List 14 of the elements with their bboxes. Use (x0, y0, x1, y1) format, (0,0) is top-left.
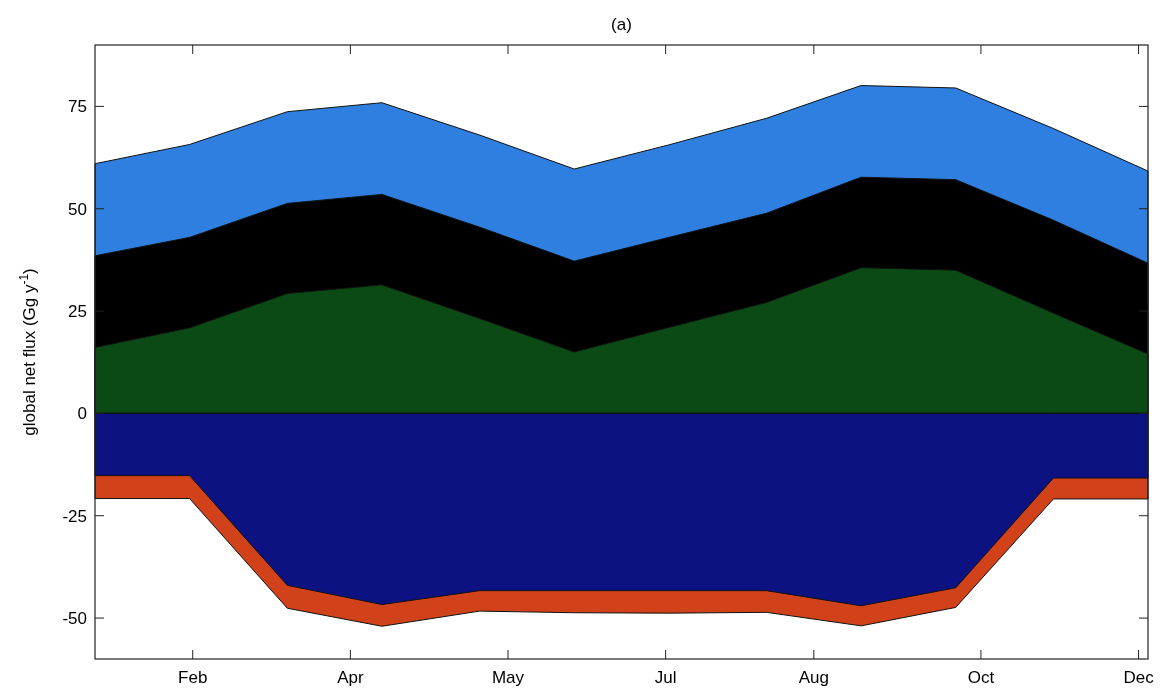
y-tick-label: -25 (62, 506, 87, 526)
x-tick-label: Jul (654, 668, 677, 687)
y-tick-label: 25 (68, 302, 87, 322)
x-tick-label: Oct (967, 668, 995, 687)
x-tick-label: Feb (178, 668, 208, 687)
x-tick-label: Apr (337, 668, 364, 687)
x-tick-label: May (491, 668, 525, 687)
y-tick-label: 0 (77, 404, 87, 424)
x-tick-label: Dec (1123, 668, 1155, 687)
y-tick-label: 75 (68, 97, 87, 117)
x-tick-label: Aug (798, 668, 829, 687)
y-tick-label: 50 (68, 199, 87, 219)
chart-title: (a) (611, 15, 632, 34)
y-tick-label: -50 (62, 609, 87, 629)
